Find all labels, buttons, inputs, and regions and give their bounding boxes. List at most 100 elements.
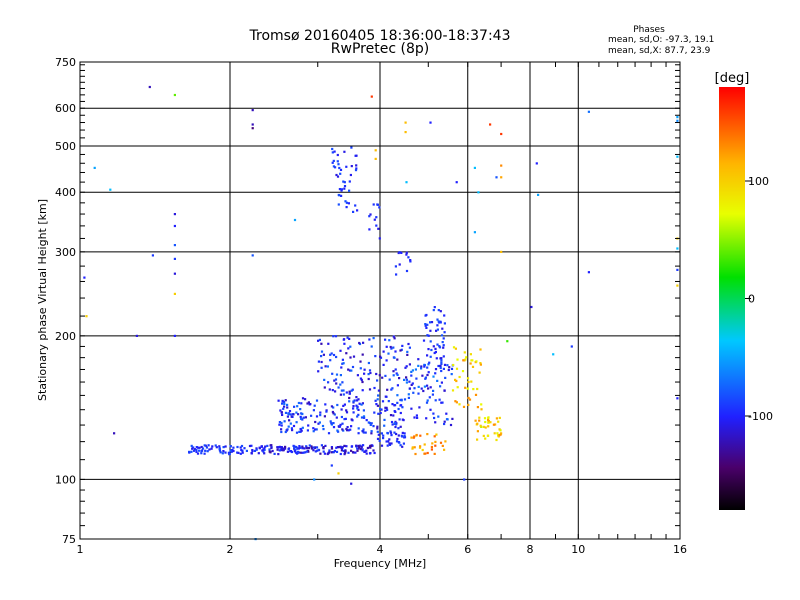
data-point [301,447,304,450]
data-point [439,364,442,367]
data-point [283,402,286,405]
data-point [293,218,297,222]
data-point [347,368,350,371]
data-point [200,445,203,449]
data-point [192,446,195,449]
data-point [333,379,336,382]
data-point [432,375,435,378]
data-point [479,363,482,366]
data-point [224,451,227,454]
data-point [268,448,271,451]
data-point [476,422,479,425]
data-point [292,444,295,447]
data-point [394,425,397,429]
data-point [401,431,404,434]
data-point [317,448,320,451]
data-point [463,478,466,481]
data-point [396,437,399,441]
data-point [257,452,260,455]
data-point [443,422,446,426]
data-point [373,386,376,390]
data-point [330,405,333,408]
data-point [465,356,468,359]
data-point [332,165,335,168]
data-point [426,373,429,377]
data-point [343,338,346,341]
data-point [456,358,459,361]
data-point [434,347,437,350]
data-point [298,445,301,448]
data-point [454,378,457,381]
data-point [376,404,379,407]
data-point [676,247,679,250]
data-point [370,430,373,433]
data-point [327,432,331,435]
data-point [323,386,326,389]
data-point [295,431,299,434]
data-point [319,411,322,414]
data-point [377,394,380,397]
data-point [222,446,225,449]
data-point [393,356,396,359]
data-point [443,314,446,317]
data-point [391,403,394,406]
data-point [304,416,307,419]
data-point [399,404,402,407]
data-point [377,412,380,415]
data-point [286,428,289,431]
data-point [413,416,416,419]
data-point [340,188,343,191]
data-point [113,432,116,435]
data-point [313,478,316,481]
data-point [484,426,487,429]
data-point [495,438,498,442]
data-point [399,411,402,415]
data-point [339,374,342,377]
data-point [293,446,296,449]
data-point [378,237,381,240]
data-point [431,393,434,396]
data-point [478,419,481,422]
data-point [312,427,315,430]
data-point [402,419,405,422]
data-point [472,388,475,391]
data-point [330,464,333,467]
data-point [376,203,379,206]
data-point [221,452,224,455]
data-point [424,376,427,379]
data-point [255,447,258,450]
data-point [394,265,397,268]
data-point [437,320,440,323]
data-point [324,403,327,406]
data-point [392,370,395,373]
data-point [354,204,357,207]
data-point [342,404,345,407]
data-point [427,371,430,374]
data-point [339,383,342,386]
data-point [437,415,440,418]
data-point [442,367,445,370]
data-point [330,451,333,454]
data-point [408,387,411,390]
data-point [587,271,590,274]
data-point [360,445,363,448]
data-point [336,403,339,407]
data-point [335,450,339,453]
data-point [403,378,406,381]
data-point [331,161,334,164]
data-point [306,429,309,432]
data-point [367,373,370,376]
data-point [473,166,476,169]
data-point [405,378,408,381]
data-point [440,381,443,384]
data-point [347,202,350,205]
data-point [428,361,431,364]
data-point [348,337,351,340]
y-axis-label: Stationary phase Virtual Height [km] [36,199,49,401]
data-point [320,366,323,369]
data-point [429,386,432,389]
data-point [404,366,407,369]
data-point [439,321,442,324]
data-point [333,413,336,416]
data-point [296,405,299,408]
